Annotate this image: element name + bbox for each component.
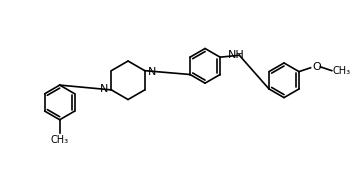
Text: N: N xyxy=(100,84,108,94)
Text: CH₃: CH₃ xyxy=(333,66,351,76)
Text: NH: NH xyxy=(228,50,245,60)
Text: O: O xyxy=(312,62,321,72)
Text: CH₃: CH₃ xyxy=(51,135,69,145)
Text: N: N xyxy=(148,67,156,77)
